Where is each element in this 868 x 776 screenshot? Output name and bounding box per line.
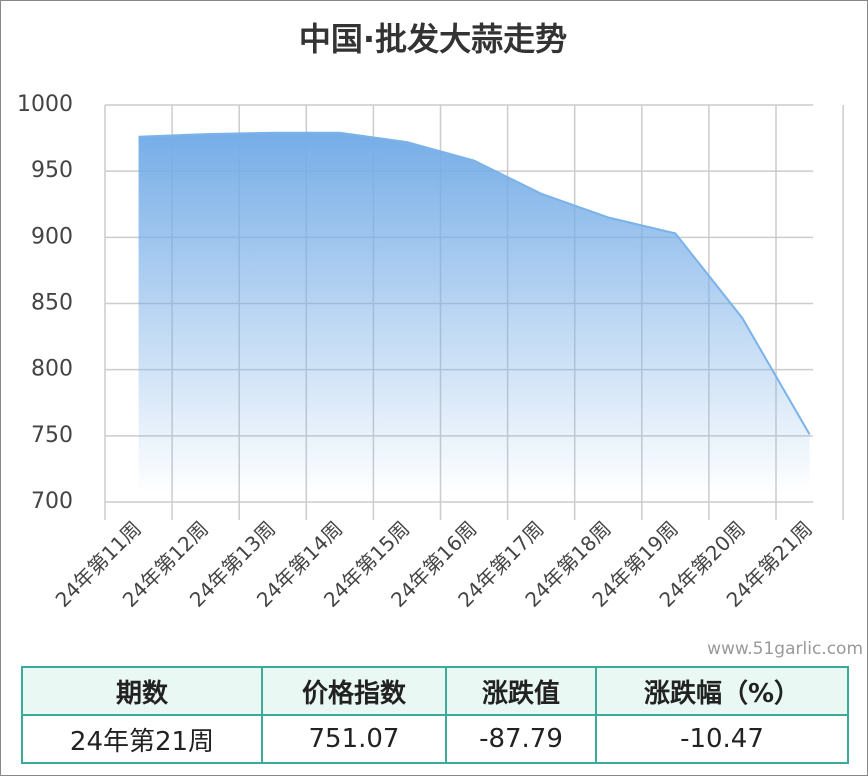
chart-title: 中国·批发大蒜走势 <box>299 20 567 58</box>
y-tick-label: 850 <box>31 291 73 316</box>
y-tick-label: 1000 <box>17 92 73 117</box>
y-tick-label: 900 <box>31 224 73 249</box>
y-tick-label: 800 <box>31 357 73 382</box>
th: 期数 <box>21 666 263 716</box>
summary-table: 期数 价格指数 涨跌值 涨跌幅（%） 24年第21周 751.07 -87.79 -10.4… <box>21 666 849 764</box>
y-tick-label: 950 <box>31 158 73 183</box>
th: 涨跌幅（%） <box>595 666 849 716</box>
y-tick-label: 750 <box>31 423 73 448</box>
chart: 中国·批发大蒜走势 www.51garlic.com 700 750 800 850 9… <box>17 20 863 659</box>
td: 24年第21周 <box>21 714 263 764</box>
area-fill <box>138 132 810 495</box>
td: -10.47 <box>595 714 849 764</box>
y-tick-label: 700 <box>31 489 73 514</box>
area-line <box>138 131 811 435</box>
td: -87.79 <box>445 714 597 764</box>
td: 751.07 <box>261 714 447 764</box>
th: 涨跌值 <box>445 666 597 716</box>
th: 价格指数 <box>261 666 447 716</box>
watermark: www.51garlic.com <box>707 639 863 659</box>
